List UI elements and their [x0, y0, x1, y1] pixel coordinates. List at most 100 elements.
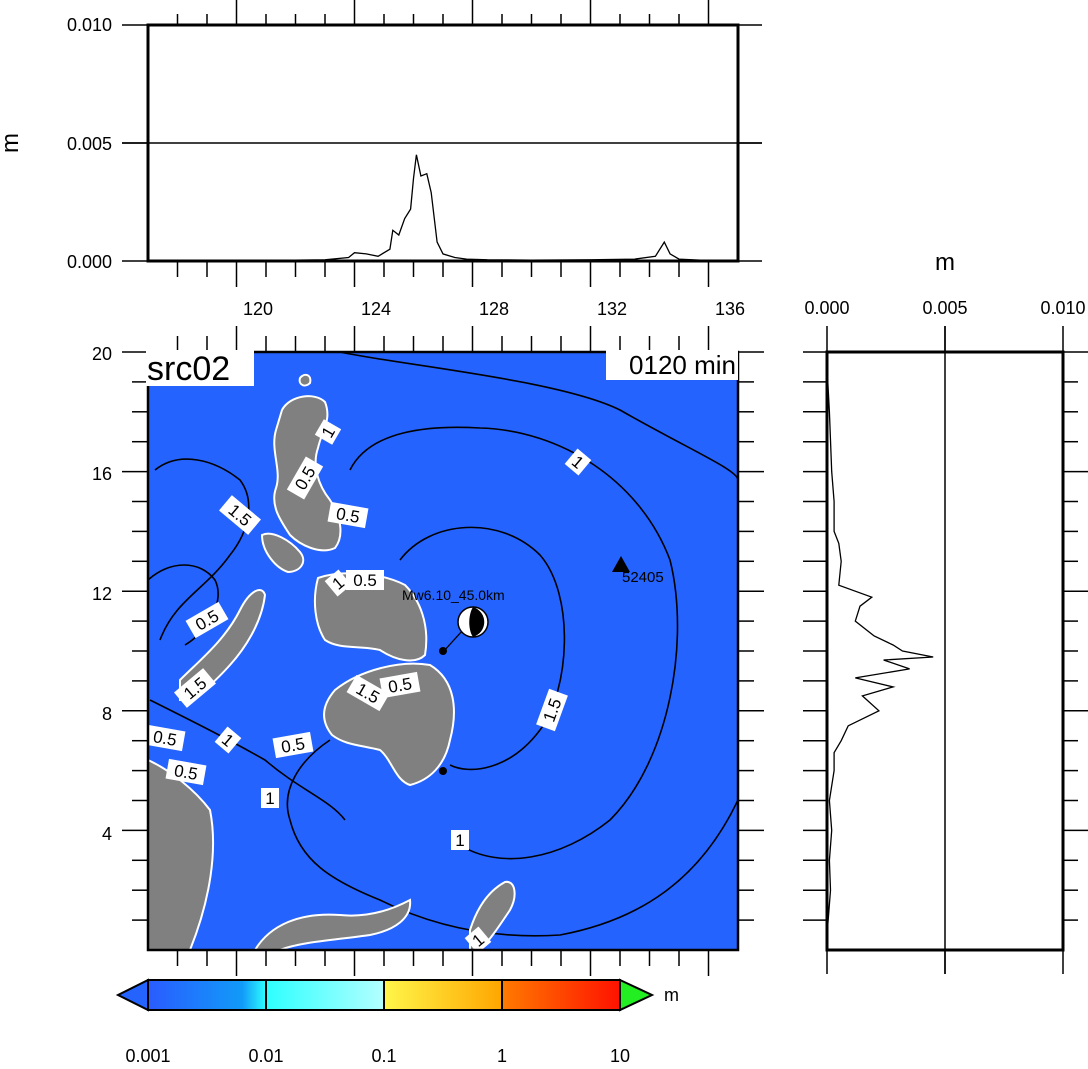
- top-panel-ylabel: m: [0, 133, 24, 153]
- right-xtick-label: 0.005: [922, 298, 967, 318]
- contour-label-box: [214, 726, 242, 754]
- right-panel-xlabel: m: [935, 249, 955, 276]
- map-ytick-label: 16: [92, 464, 112, 484]
- contour-label-box: [536, 688, 568, 732]
- colorbar-unit: m: [664, 985, 679, 1005]
- contour-label: 1.5: [346, 674, 390, 712]
- top-panel-yticks: 0.010 0.005 0.000: [67, 15, 112, 272]
- contour-label: 1: [464, 926, 492, 950]
- contour-label-text: 1: [455, 831, 464, 850]
- top-ytick-label: 0.005: [67, 134, 112, 154]
- land-mindoro: [260, 532, 305, 574]
- epicenter-dot: [439, 647, 447, 655]
- map-panel: 20 16 12 8 4: [92, 326, 764, 976]
- contour-label: 0.5: [327, 501, 369, 529]
- right-xtick-label: 0.010: [1040, 298, 1085, 318]
- top-xtick-label: 136: [715, 299, 745, 319]
- top-xtick-label: 132: [597, 299, 627, 319]
- contour-label: 0.5: [286, 456, 324, 500]
- contour-label: 1: [214, 726, 242, 754]
- contour-label-box: [346, 570, 384, 590]
- time-label-box: [606, 350, 738, 380]
- right-panel-tick-marks: [803, 326, 1088, 974]
- contour-label-text: 0.5: [335, 504, 362, 527]
- top-panel-tick-marks: [122, 0, 762, 287]
- contour-label-box: [327, 501, 369, 529]
- map-area: 10.51.5 0.510.50.51.50.51.50.51 0.51.51110…: [148, 352, 738, 950]
- colorbar-under-arrow: [115, 978, 149, 1012]
- contour-label-box: [219, 495, 261, 535]
- contour-label: 1: [564, 448, 592, 476]
- contour-label-box: [148, 724, 186, 752]
- right-panel-series: [826, 366, 934, 936]
- secondary-dot: [439, 767, 447, 775]
- map-ytick-label: 12: [92, 584, 112, 604]
- contour-label-box: [174, 668, 216, 708]
- contour-label-box: [272, 731, 314, 759]
- contour-label: 0.5: [379, 671, 421, 699]
- contour-inner: [399, 526, 566, 771]
- land-visayas: [313, 572, 428, 662]
- contour-label: 1: [324, 569, 352, 597]
- epicenter-label: Mw6.10_45.0km: [402, 587, 505, 603]
- station-label: 52405: [622, 569, 664, 586]
- top-panel-frame: [146, 23, 740, 263]
- top-xtick-label: 120: [243, 299, 273, 319]
- map-ytick-label: 20: [92, 344, 112, 364]
- contour-label-text: 0.5: [387, 674, 414, 697]
- top-panel-xticks: 120 124 128 132 136: [243, 299, 745, 319]
- contour-label-box: [185, 601, 229, 639]
- station-triangle-icon: [612, 556, 630, 572]
- contour-label-text: 0.5: [152, 727, 179, 750]
- colorbar-dividers: [265, 980, 503, 1010]
- contour-label-box: [564, 448, 592, 476]
- map-ytick-label: 8: [102, 704, 112, 724]
- map-frame: [146, 350, 740, 952]
- land-batanes: [298, 373, 312, 387]
- contour-north: [339, 352, 738, 481]
- focal-mechanism-beachball-icon: [457, 606, 489, 638]
- contour-label-text: 0.5: [353, 571, 377, 590]
- top-panel-series: [157, 154, 729, 262]
- time-label: 0120 min: [629, 350, 736, 380]
- contour-label: 1: [261, 788, 279, 808]
- contour-label: 1: [451, 830, 469, 850]
- colorbar-label: 0.01: [248, 1046, 283, 1066]
- top-xtick-label: 124: [361, 299, 391, 319]
- right-panel-frame: [825, 350, 1065, 952]
- colorbar-label: 0.1: [371, 1046, 396, 1066]
- top-ytick-label: 0.000: [67, 252, 112, 272]
- right-profile-panel: m 0.000 0.005 0.010: [803, 249, 1088, 974]
- map-tick-marks: [122, 326, 764, 976]
- contour-label-text: 0.5: [280, 734, 307, 757]
- top-timeseries-panel: m 0.010 0.005 0.000 120 124 128 132 136: [0, 0, 762, 319]
- contour-label-box: [261, 788, 279, 808]
- colorbar-label: 1: [497, 1046, 507, 1066]
- contour-label: 1: [314, 419, 342, 445]
- colorbar-label: 0.001: [125, 1046, 170, 1066]
- colorbar: m 0.001 0.01 0.1 1 10: [115, 978, 679, 1066]
- colorbar-over-arrow: [619, 978, 655, 1012]
- contour-outer: [349, 426, 679, 860]
- contour-label-box: [286, 456, 324, 500]
- contour-west-2: [149, 699, 346, 821]
- contour-label-box: [379, 671, 421, 699]
- right-panel-xticks: 0.000 0.005 0.010: [804, 298, 1085, 318]
- contour-label-box: [346, 674, 390, 712]
- right-xtick-label: 0.000: [804, 298, 849, 318]
- source-label: src02: [147, 350, 230, 388]
- map-yticks: 20 16 12 8 4: [92, 344, 112, 844]
- top-xtick-label: 128: [479, 299, 509, 319]
- contour-label-text: 1: [265, 789, 274, 808]
- contour-label-box: [165, 758, 207, 786]
- contour-label-box: [464, 926, 492, 950]
- map-ytick-label: 4: [102, 824, 112, 844]
- land-sulawesi: [253, 898, 412, 950]
- contour-label: 0.5: [148, 724, 186, 752]
- contour-label-box: [324, 569, 352, 597]
- contour-label-box: [451, 830, 469, 850]
- epicenter-leader-line: [442, 629, 464, 653]
- contour-label: 0.5: [165, 758, 207, 786]
- contour-label: 0.5: [272, 731, 314, 759]
